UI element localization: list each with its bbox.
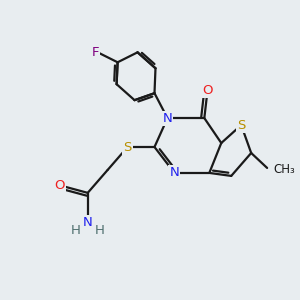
Text: N: N	[163, 112, 172, 124]
Text: O: O	[55, 179, 65, 192]
Text: H: H	[95, 224, 105, 237]
Text: F: F	[92, 46, 99, 59]
Text: N: N	[83, 216, 93, 229]
Text: O: O	[202, 84, 213, 97]
Text: H: H	[71, 224, 81, 237]
Text: N: N	[169, 167, 179, 179]
Text: S: S	[123, 140, 132, 154]
Text: CH₃: CH₃	[273, 164, 295, 176]
Text: S: S	[237, 118, 245, 132]
